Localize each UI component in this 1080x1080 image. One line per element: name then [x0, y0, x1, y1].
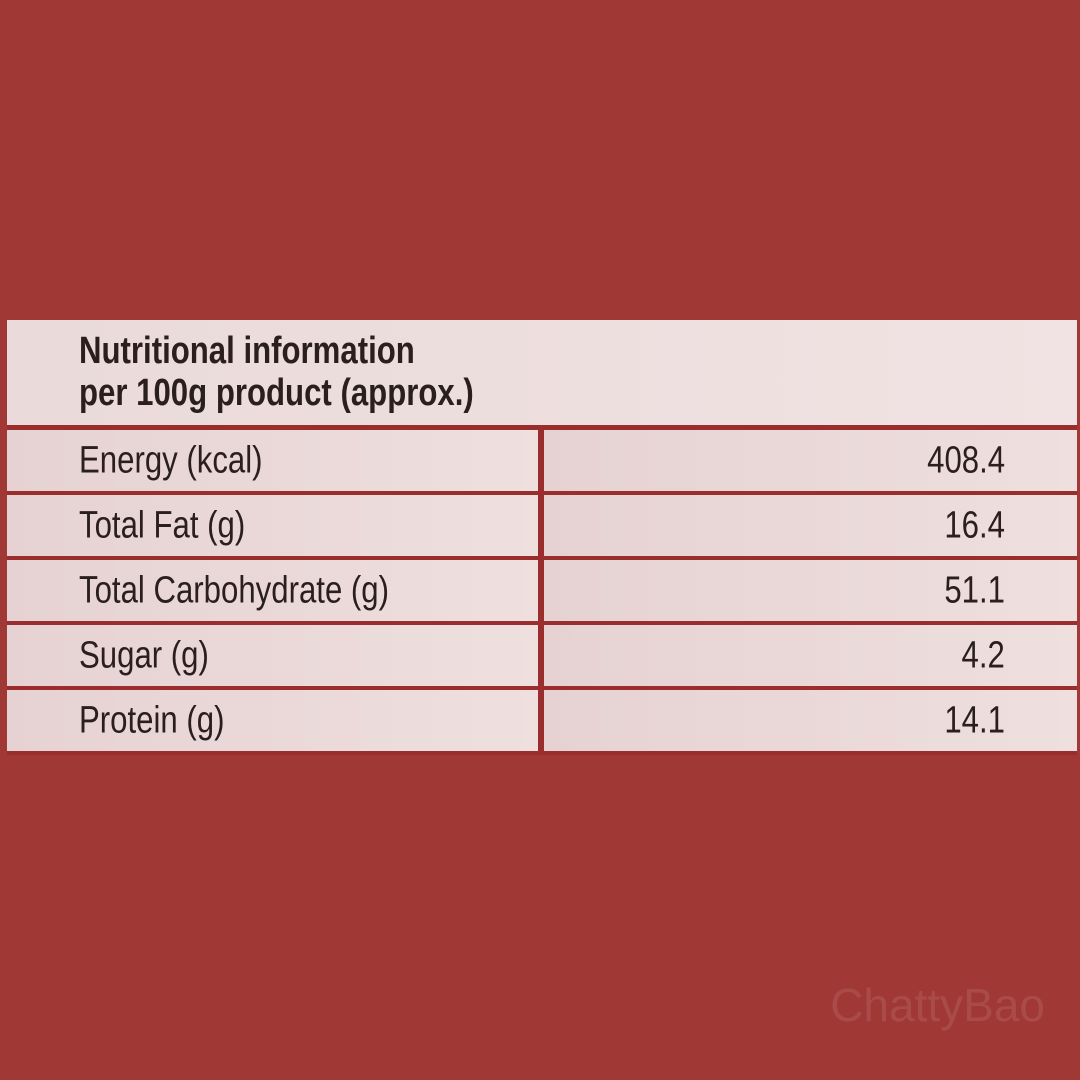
row-label: Energy (kcal)	[79, 439, 263, 481]
row-value-cell: 408.4	[544, 430, 1077, 491]
row-value: 16.4	[944, 504, 1005, 546]
row-label-cell: Total Carbohydrate (g)	[7, 560, 538, 621]
row-value: 408.4	[927, 439, 1005, 481]
watermark: ChattyBao	[830, 979, 1045, 1031]
table-header: Nutritional information per 100g product…	[7, 320, 1077, 425]
row-label-cell: Total Fat (g)	[7, 495, 538, 556]
row-label-cell: Protein (g)	[7, 690, 538, 751]
header-subtitle: per 100g product (approx.)	[79, 372, 474, 414]
row-label-cell: Sugar (g)	[7, 625, 538, 686]
row-value-cell: 4.2	[544, 625, 1077, 686]
row-label: Total Fat (g)	[79, 504, 246, 546]
row-value: 51.1	[944, 569, 1005, 611]
nutrition-table: Nutritional information per 100g product…	[7, 320, 1077, 755]
row-label-cell: Energy (kcal)	[7, 430, 538, 491]
row-label: Protein (g)	[79, 699, 225, 741]
row-value-cell: 16.4	[544, 495, 1077, 556]
row-value-cell: 14.1	[544, 690, 1077, 751]
row-value: 4.2	[961, 634, 1005, 676]
row-label: Sugar (g)	[79, 634, 209, 676]
row-value-cell: 51.1	[544, 560, 1077, 621]
header-title: Nutritional information	[79, 330, 415, 372]
row-value: 14.1	[944, 699, 1005, 741]
row-label: Total Carbohydrate (g)	[79, 569, 390, 611]
